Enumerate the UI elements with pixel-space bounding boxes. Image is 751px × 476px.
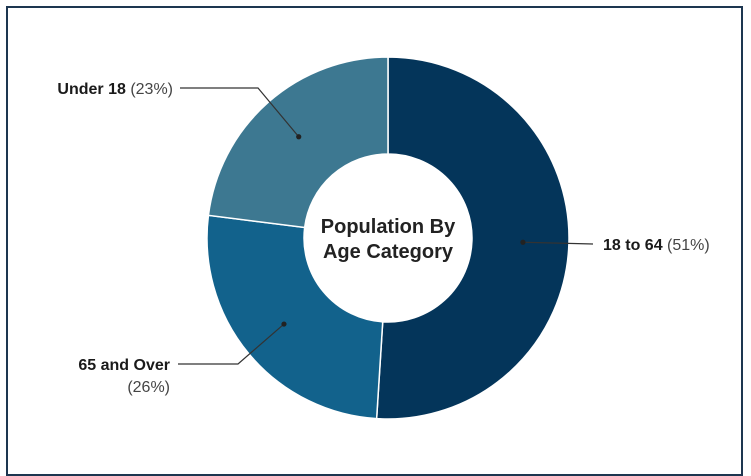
- slice-label-pct-65-and-over: (26%): [127, 379, 170, 396]
- slice-65-and-over[interactable]: [206, 214, 384, 420]
- slice-label-name-18-to-64: 18 to 64: [603, 237, 663, 254]
- slice-label-name-65-and-over: 65 and Over: [78, 357, 170, 374]
- center-title-line-1: Population By: [321, 216, 456, 238]
- slice-label-name-under-18: Under 18: [57, 81, 126, 98]
- slice-label-65-and-over: 65 and Over: [78, 357, 170, 374]
- callout-dot-18-to-64: [520, 239, 526, 245]
- callout-dot-under-18: [296, 134, 302, 140]
- callout-line-18-to-64: [522, 241, 594, 245]
- slice-label-pct-18-to-64: (51%): [663, 237, 710, 254]
- slice-under-18[interactable]: [207, 56, 389, 229]
- slice-18-to-64[interactable]: [375, 56, 570, 420]
- callout-dot-65-and-over: [281, 321, 287, 327]
- slice-label-18-to-64: 18 to 64 (51%): [603, 237, 710, 254]
- callouts-group: 18 to 64 (51%) 65 and Over (26%) Under 18 (…: [57, 81, 709, 396]
- slice-label-pct-under-18: (23%): [126, 81, 173, 98]
- callout-line-65-and-over: [178, 323, 285, 365]
- callout-line-under-18: [180, 87, 300, 138]
- center-title-line-2: Age Category: [323, 241, 454, 263]
- slice-label-under-18: Under 18 (23%): [57, 81, 173, 98]
- slices-group: [206, 56, 570, 420]
